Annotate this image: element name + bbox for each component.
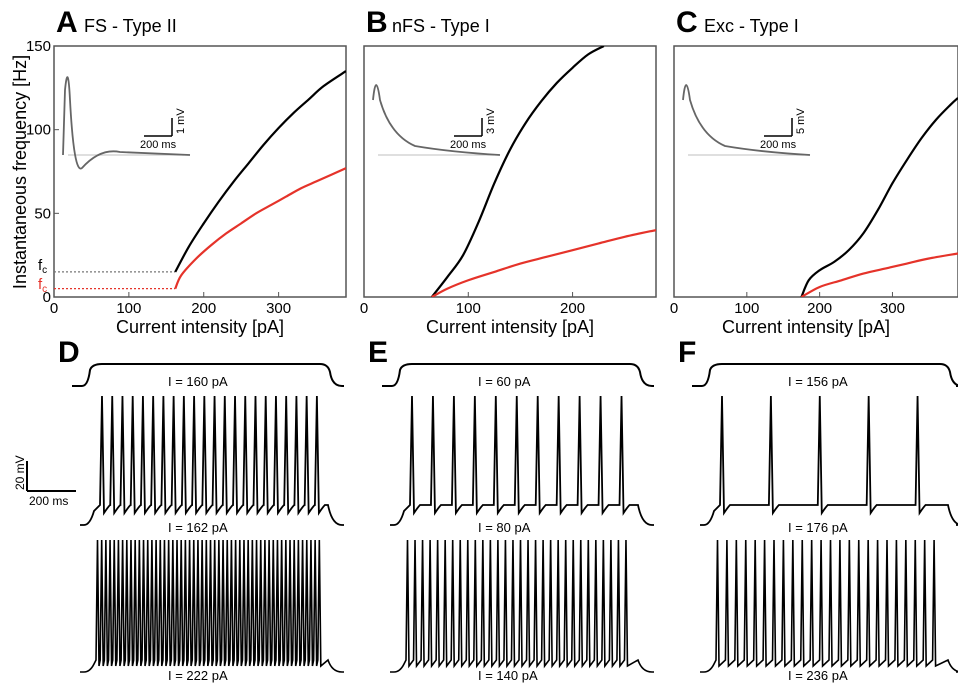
current-label-mid: I = 176 pA <box>788 520 848 535</box>
x-tick-label: 100 <box>116 300 141 317</box>
series-line-black <box>174 70 346 273</box>
series-line-black <box>800 97 958 297</box>
trace-scalebar: 20 mV 200 ms <box>13 455 76 508</box>
x-tick-label: 0 <box>50 300 58 317</box>
series-line-red <box>431 228 656 297</box>
current-label-step: I = 156 pA <box>788 374 848 389</box>
chart-a: 0 100 200 300 0 50 100 150 Current intensity [pA… <box>26 38 347 337</box>
voltage-trace-mid <box>80 395 344 526</box>
voltage-trace-bottom <box>80 539 344 673</box>
current-step-trace <box>692 363 958 387</box>
x-axis-label: Current intensity [pA] <box>116 317 284 337</box>
plot-frame <box>673 45 958 298</box>
voltage-trace-mid <box>700 395 958 526</box>
y-tick-label: 0 <box>43 289 51 306</box>
inset-scale-y-label: 3 mV <box>485 108 497 134</box>
voltage-traces: I = 160 pA I = 162 pA I = 222 pA I = 60 pA I… <box>72 363 958 683</box>
inset-scale-x-label: 200 ms <box>450 139 487 151</box>
x-tick-label: 0 <box>360 300 368 317</box>
inset-voltage-trace <box>372 84 501 156</box>
scalebar-x-label: 200 ms <box>29 494 68 508</box>
inset-scale-x-label: 200 ms <box>140 139 177 151</box>
inset-scale-y-label: 1 mV <box>175 108 187 134</box>
x-tick-label: 100 <box>734 300 759 317</box>
inset-scale-y-label: 5 mV <box>795 108 807 134</box>
x-tick-label: 300 <box>266 300 291 317</box>
current-label-step: I = 60 pA <box>478 374 531 389</box>
fc-label-red: fc <box>38 276 47 295</box>
panel-title-b: nFS - Type I <box>392 16 490 36</box>
voltage-trace-bottom <box>390 539 654 673</box>
x-axis-label: Current intensity [pA] <box>426 317 594 337</box>
series-line-black <box>430 46 605 297</box>
y-axis-label: Instantaneous frequency [Hz] <box>10 55 30 289</box>
panel-title-a: FS - Type II <box>84 16 177 36</box>
x-tick-label: 200 <box>807 300 832 317</box>
current-step-trace <box>382 363 654 387</box>
panel-label-c: C <box>676 6 698 39</box>
x-tick-label: 200 <box>191 300 216 317</box>
x-tick-label: 200 <box>560 300 585 317</box>
voltage-trace-bottom <box>700 539 958 673</box>
x-tick-label: 100 <box>456 300 481 317</box>
current-label-bottom: I = 140 pA <box>478 668 538 683</box>
panel-title-c: Exc - Type I <box>704 16 799 36</box>
inset-voltage-trace <box>62 76 191 170</box>
y-tick-label: 100 <box>26 122 51 139</box>
current-step-trace <box>72 363 344 387</box>
panel-label-f: F <box>678 336 696 369</box>
panel-label-e: E <box>368 336 388 369</box>
current-label-bottom: I = 222 pA <box>168 668 228 683</box>
panel-label-b: B <box>366 6 388 39</box>
panel-label-a: A <box>56 6 78 39</box>
current-label-step: I = 160 pA <box>168 374 228 389</box>
scalebar-y-label: 20 mV <box>13 455 27 490</box>
inset-trace: 200 ms 5 mV <box>682 84 811 156</box>
fc-label-black: fc <box>38 257 47 276</box>
inset-scale-x-label: 200 ms <box>760 139 797 151</box>
x-tick-label: 300 <box>880 300 905 317</box>
y-tick-label: 150 <box>26 38 51 55</box>
current-label-bottom: I = 236 pA <box>788 668 848 683</box>
y-tick-label: 50 <box>34 205 51 222</box>
current-label-mid: I = 162 pA <box>168 520 228 535</box>
series-line-red <box>800 252 958 297</box>
x-axis-label: Current intensity [pA] <box>722 317 890 337</box>
panel-label-d: D <box>58 336 80 369</box>
current-label-mid: I = 80 pA <box>478 520 531 535</box>
inset-trace: 200 ms 1 mV <box>62 76 191 170</box>
inset-voltage-trace <box>682 84 811 156</box>
plot-frame <box>53 45 347 298</box>
series-line-red <box>174 167 346 290</box>
voltage-trace-mid <box>390 395 654 526</box>
plot-frame <box>363 45 657 298</box>
inset-trace: 200 ms 3 mV <box>372 84 501 156</box>
x-tick-label: 0 <box>670 300 678 317</box>
